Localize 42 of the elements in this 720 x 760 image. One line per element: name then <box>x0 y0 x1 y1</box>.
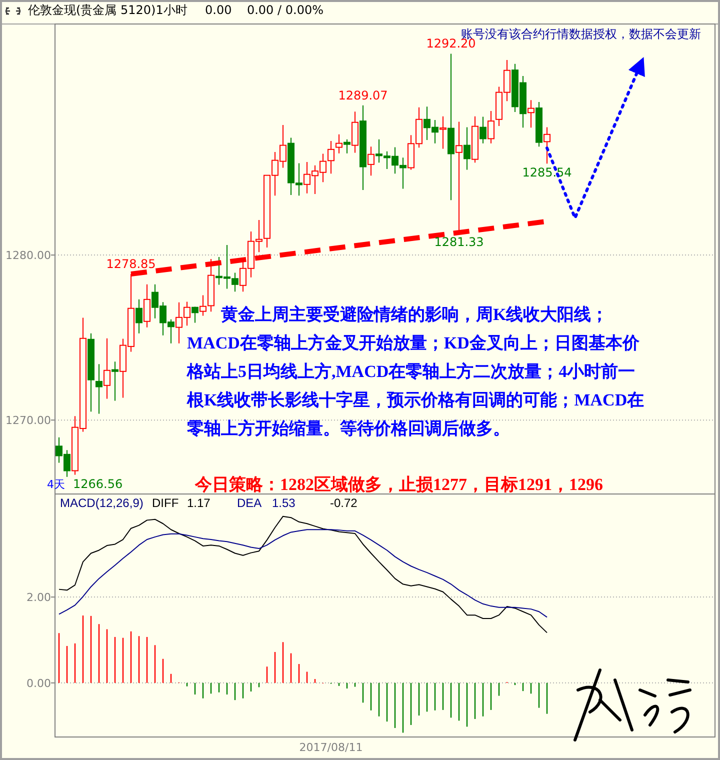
chart-title: MACD(12,26,9) <box>60 496 144 510</box>
candlestick <box>96 364 102 414</box>
annotation: 1289.07 <box>338 88 388 102</box>
candlestick <box>368 146 374 176</box>
annotation: 1278.85 <box>106 257 156 272</box>
candlestick <box>544 126 550 164</box>
y-tick-label: 1270.00 <box>6 414 51 427</box>
candlestick <box>328 140 334 174</box>
x-tick-label: 2017/08/11 <box>299 741 363 754</box>
candlestick <box>200 294 206 316</box>
candlestick <box>440 116 446 150</box>
y-tick-label: 1280.00 <box>6 248 51 262</box>
candlestick <box>104 338 110 400</box>
candlestick <box>528 100 534 128</box>
text: DEA <box>237 496 262 510</box>
chart-subtitle: 0.00 0.00 / 0.00% <box>205 3 324 17</box>
annotation: 1.17 <box>187 496 211 510</box>
series-label: DIFF <box>152 496 179 510</box>
candlestick <box>112 361 118 402</box>
candlestick <box>136 298 142 334</box>
annotation: 今日策略：1282区域做多，止损1277，目标1291，1296 <box>194 475 603 494</box>
annotation: 1285.54 <box>522 166 572 180</box>
line-series <box>58 529 548 618</box>
annotation: 1266.56 <box>73 477 123 491</box>
annotation: -0.72 <box>330 496 358 510</box>
chart-title: 伦敦金现(贵金属 5120)1小时 <box>28 3 188 17</box>
candlestick <box>336 134 342 154</box>
annotation: 1281.33 <box>434 235 484 250</box>
candlestick <box>144 284 150 328</box>
candlestick <box>464 126 470 170</box>
line-series <box>58 516 548 634</box>
annotation: 4天 <box>47 478 65 491</box>
annotation: 1.53 <box>272 496 296 510</box>
candlestick <box>344 138 350 154</box>
y-tick-label: 0.00 <box>26 676 51 690</box>
y-tick-label: 2.00 <box>26 590 51 604</box>
candlestick <box>488 110 494 144</box>
candlestick <box>480 116 486 144</box>
annotation: 账号没有该合约行情数据授权，数据不会更新 <box>461 27 701 41</box>
candlestick <box>352 111 358 154</box>
annotation: 黄金上周主要受避险情绪的影响，周K线收大阳线；MACD在零轴上方金叉开始放量；KD金叉向上；日图基本价格站上5日均线上方,MACD在零轴上方二次放量；4小时前一根K线收带长影线十字星，预示价格有回调的可能；MACD在零轴上方开始缩量。等待价格回调后做多。 <box>186 305 644 438</box>
candlestick <box>192 306 198 324</box>
